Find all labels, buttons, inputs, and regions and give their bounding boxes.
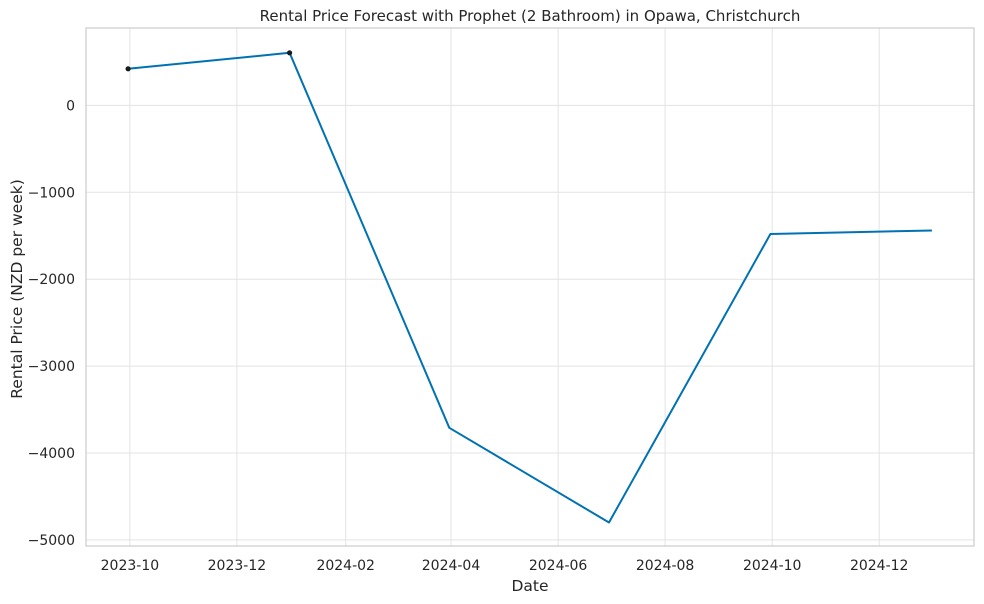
x-axis-ticks: 2023-10 2023-12 2024-02 2024-04 2024-06 2024-…: [101, 558, 909, 574]
y-axis-ticks: 0 −1000 −2000 −3000 −4000 −5000: [28, 98, 75, 549]
forecast-series: [128, 51, 932, 524]
x-axis-title: Date: [511, 577, 548, 595]
observed-points: [125, 50, 293, 72]
x-tick-label: 2024-12: [850, 558, 909, 574]
x-tick-label: 2023-10: [101, 558, 160, 574]
observed-data-point: [287, 50, 293, 56]
grid-lines: [86, 28, 974, 546]
forecast-line: [128, 51, 932, 524]
x-tick-label: 2024-04: [422, 558, 481, 574]
y-tick-label: −5000: [28, 533, 75, 549]
observed-data-point: [125, 66, 131, 72]
x-tick-label: 2024-06: [529, 558, 588, 574]
y-tick-label: 0: [66, 98, 75, 114]
y-axis-title: Rental Price (NZD per week): [8, 179, 26, 399]
x-tick-label: 2024-08: [636, 558, 695, 574]
y-tick-label: −4000: [28, 446, 75, 462]
chart-title: Rental Price Forecast with Prophet (2 Ba…: [260, 7, 801, 25]
y-tick-label: −3000: [28, 359, 75, 375]
x-tick-label: 2024-10: [743, 558, 802, 574]
plot-frame: [85, 27, 975, 547]
x-tick-label: 2023-12: [208, 558, 267, 574]
y-tick-label: −2000: [28, 272, 75, 288]
y-tick-label: −1000: [28, 185, 75, 201]
x-tick-label: 2024-02: [316, 558, 375, 574]
